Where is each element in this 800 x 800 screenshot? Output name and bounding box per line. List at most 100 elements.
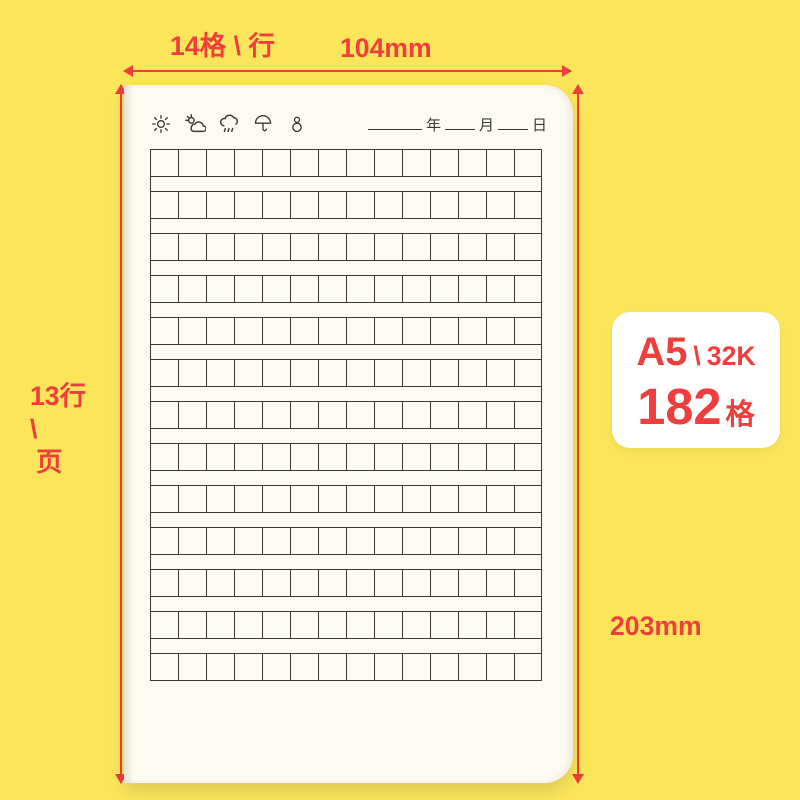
- grid-cell: [374, 485, 402, 513]
- grid-cell: [346, 317, 374, 345]
- grid-cell: [150, 527, 178, 555]
- dim-left-line: [120, 85, 122, 783]
- grid-cell: [346, 191, 374, 219]
- grid-cell: [206, 317, 234, 345]
- blank-year: [368, 116, 422, 130]
- grid-cell: [318, 233, 346, 261]
- grid-cell: [290, 527, 318, 555]
- grid-cell: [234, 233, 262, 261]
- grid-cell: [318, 485, 346, 513]
- dim-left-value: 13: [30, 381, 60, 411]
- grid-cell: [150, 611, 178, 639]
- grid-cell: [346, 611, 374, 639]
- grid-cell: [430, 191, 458, 219]
- grid-cell: [318, 275, 346, 303]
- grid-cell: [150, 485, 178, 513]
- grid-cell: [514, 527, 542, 555]
- grid-cell: [178, 653, 206, 681]
- grid-cell: [206, 233, 234, 261]
- grid-cell: [486, 569, 514, 597]
- grid-cell: [178, 191, 206, 219]
- grid-cell: [402, 485, 430, 513]
- grid-cell: [458, 317, 486, 345]
- grid-cell: [458, 485, 486, 513]
- grid-cell: [290, 401, 318, 429]
- grid-cell: [374, 401, 402, 429]
- info-count: 182: [637, 377, 721, 436]
- grid-cell: [150, 317, 178, 345]
- rain-cloud-icon: [218, 113, 240, 135]
- grid-row-gap: [150, 639, 542, 653]
- sun-icon: [150, 113, 172, 135]
- info-slash: \: [693, 341, 700, 372]
- dim-top-line: [124, 70, 571, 72]
- grid-cell: [346, 527, 374, 555]
- notebook-page: 年 月 日: [124, 85, 573, 783]
- grid-cell: [514, 317, 542, 345]
- grid-cell: [374, 359, 402, 387]
- grid-cell: [206, 443, 234, 471]
- grid-cell: [234, 611, 262, 639]
- grid-cell: [206, 569, 234, 597]
- grid-cell: [458, 401, 486, 429]
- writing-grid: [150, 149, 547, 681]
- grid-cell: [458, 275, 486, 303]
- grid-cell: [430, 275, 458, 303]
- grid-cell: [346, 569, 374, 597]
- grid-cell: [150, 233, 178, 261]
- grid-cell: [430, 569, 458, 597]
- grid-cell: [178, 443, 206, 471]
- grid-cell: [486, 359, 514, 387]
- label-day: 日: [532, 114, 547, 135]
- grid-cell: [262, 317, 290, 345]
- grid-cell: [346, 485, 374, 513]
- grid-cell: [374, 275, 402, 303]
- grid-cell: [346, 401, 374, 429]
- grid-cell: [206, 527, 234, 555]
- grid-cell: [402, 401, 430, 429]
- grid-cell: [514, 401, 542, 429]
- grid-cell: [486, 653, 514, 681]
- grid-cell: [514, 149, 542, 177]
- grid-cell: [290, 485, 318, 513]
- dim-left-per: \: [30, 413, 86, 446]
- grid-row-gap: [150, 597, 542, 611]
- dim-left-label: 13行 \ 页: [30, 380, 86, 480]
- grid-cell: [150, 653, 178, 681]
- dim-top-label-width: 104mm: [340, 32, 432, 65]
- dim-right-length: 203mm: [610, 611, 702, 641]
- grid-cell: [374, 149, 402, 177]
- grid-cell: [430, 443, 458, 471]
- info-sub: 32K: [707, 341, 756, 372]
- dim-left-per-unit: 页: [36, 446, 86, 479]
- grid-cell: [150, 569, 178, 597]
- grid-cell: [290, 275, 318, 303]
- grid-row-gap: [150, 387, 542, 401]
- sun-cloud-icon: [184, 113, 206, 135]
- grid-cell: [430, 359, 458, 387]
- grid-row-gap: [150, 219, 542, 233]
- grid-cell: [234, 275, 262, 303]
- grid-cell: [178, 275, 206, 303]
- grid-cell: [290, 191, 318, 219]
- grid-cell: [402, 317, 430, 345]
- grid-cell: [458, 569, 486, 597]
- grid-cell: [430, 233, 458, 261]
- grid-cell: [430, 317, 458, 345]
- grid-cell: [262, 233, 290, 261]
- grid-cell: [346, 359, 374, 387]
- grid-row-gap: [150, 345, 542, 359]
- grid-cell: [234, 401, 262, 429]
- dim-right-line: [577, 85, 579, 783]
- grid-cell: [402, 275, 430, 303]
- grid-cell: [178, 485, 206, 513]
- grid-cell: [318, 443, 346, 471]
- grid-cell: [374, 443, 402, 471]
- grid-cell: [234, 485, 262, 513]
- grid-cell: [318, 149, 346, 177]
- grid-cell: [262, 275, 290, 303]
- grid-cell: [486, 233, 514, 261]
- grid-row-gap: [150, 303, 542, 317]
- grid-cell: [234, 653, 262, 681]
- grid-cell: [402, 611, 430, 639]
